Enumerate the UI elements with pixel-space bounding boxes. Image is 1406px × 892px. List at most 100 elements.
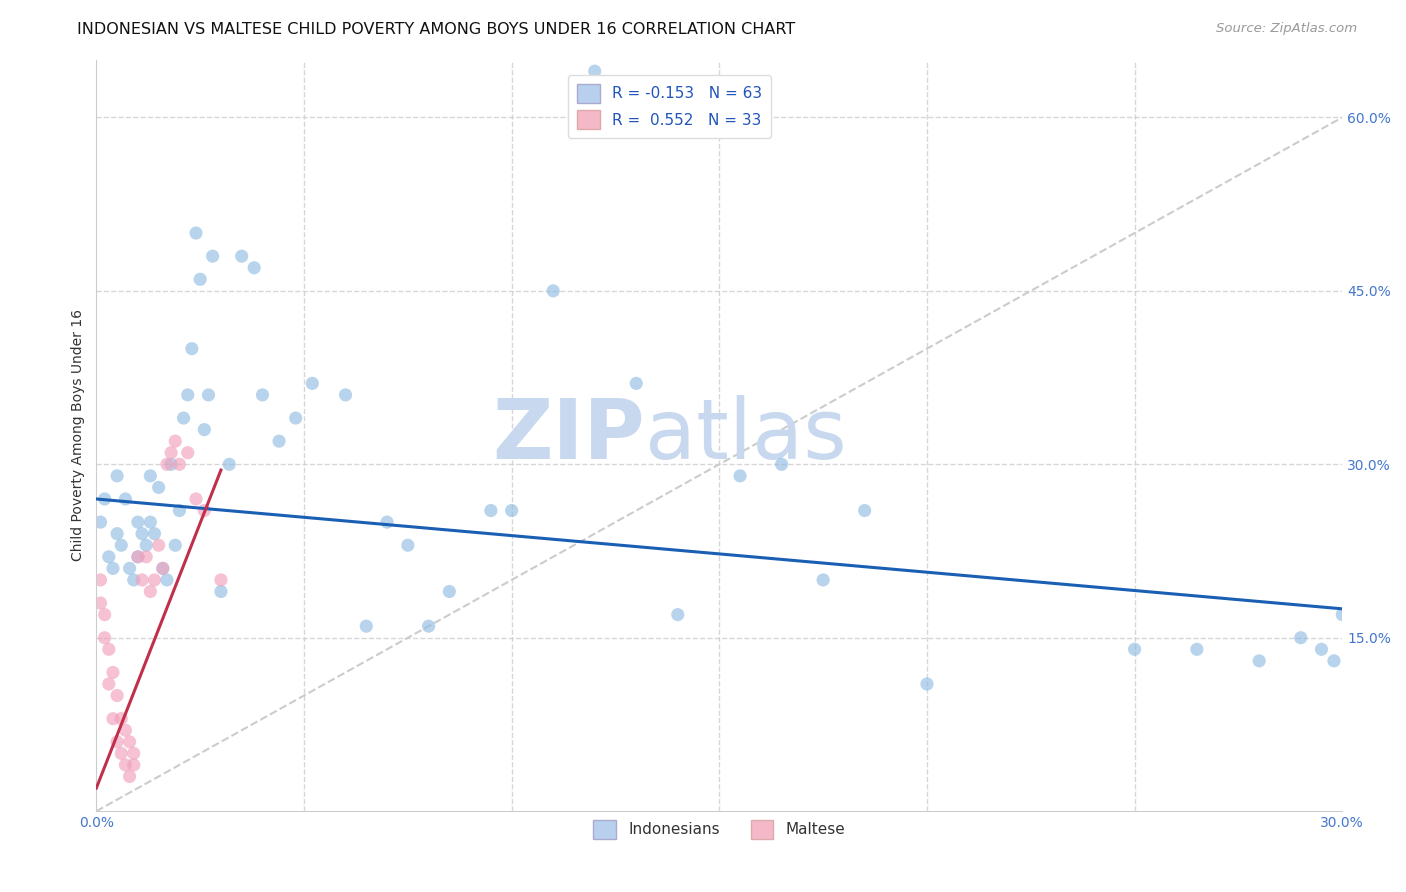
Point bbox=[89, 573, 111, 587]
Point bbox=[252, 388, 274, 402]
Point bbox=[169, 503, 191, 517]
Point bbox=[284, 411, 307, 425]
Point bbox=[127, 549, 149, 564]
Point bbox=[135, 538, 157, 552]
Point bbox=[148, 538, 170, 552]
Point bbox=[105, 735, 128, 749]
Point bbox=[101, 665, 124, 680]
Point bbox=[139, 515, 162, 529]
Point bbox=[180, 342, 202, 356]
Point bbox=[110, 538, 132, 552]
Point bbox=[131, 573, 153, 587]
Point bbox=[1185, 642, 1208, 657]
Point bbox=[915, 677, 938, 691]
Point bbox=[122, 573, 145, 587]
Point bbox=[439, 584, 461, 599]
Point bbox=[1249, 654, 1271, 668]
Point bbox=[396, 538, 419, 552]
Point bbox=[160, 458, 183, 472]
Point bbox=[335, 388, 357, 402]
Point bbox=[110, 712, 132, 726]
Text: Source: ZipAtlas.com: Source: ZipAtlas.com bbox=[1216, 22, 1357, 36]
Point bbox=[193, 423, 215, 437]
Point bbox=[122, 747, 145, 761]
Point bbox=[770, 458, 793, 472]
Point bbox=[173, 411, 195, 425]
Point bbox=[197, 388, 219, 402]
Point bbox=[184, 491, 207, 506]
Point bbox=[156, 573, 179, 587]
Text: atlas: atlas bbox=[644, 395, 846, 476]
Point bbox=[156, 458, 179, 472]
Point bbox=[118, 770, 141, 784]
Point bbox=[177, 388, 200, 402]
Point bbox=[193, 503, 215, 517]
Point bbox=[666, 607, 689, 622]
Point bbox=[165, 538, 187, 552]
Point bbox=[152, 561, 174, 575]
Point bbox=[541, 284, 564, 298]
Point bbox=[169, 458, 191, 472]
Point bbox=[118, 735, 141, 749]
Point bbox=[105, 468, 128, 483]
Point bbox=[418, 619, 440, 633]
Point bbox=[127, 549, 149, 564]
Point bbox=[143, 526, 166, 541]
Point bbox=[114, 723, 136, 738]
Point bbox=[501, 503, 523, 517]
Point bbox=[139, 468, 162, 483]
Point bbox=[188, 272, 211, 286]
Point bbox=[209, 573, 232, 587]
Point bbox=[184, 226, 207, 240]
Point bbox=[1323, 654, 1346, 668]
Point bbox=[479, 503, 502, 517]
Point bbox=[101, 712, 124, 726]
Point bbox=[93, 607, 115, 622]
Point bbox=[1123, 642, 1146, 657]
Point bbox=[209, 584, 232, 599]
Point bbox=[728, 468, 751, 483]
Point bbox=[1331, 607, 1354, 622]
Point bbox=[356, 619, 378, 633]
Point bbox=[127, 515, 149, 529]
Point bbox=[118, 561, 141, 575]
Point bbox=[143, 573, 166, 587]
Point bbox=[1310, 642, 1333, 657]
Point bbox=[93, 491, 115, 506]
Point bbox=[135, 549, 157, 564]
Point bbox=[375, 515, 398, 529]
Point bbox=[131, 526, 153, 541]
Point bbox=[267, 434, 290, 449]
Point bbox=[218, 458, 240, 472]
Point bbox=[122, 758, 145, 772]
Point bbox=[626, 376, 648, 391]
Point bbox=[105, 526, 128, 541]
Point bbox=[89, 596, 111, 610]
Point bbox=[110, 747, 132, 761]
Legend: Indonesians, Maltese: Indonesians, Maltese bbox=[588, 814, 852, 845]
Point bbox=[811, 573, 834, 587]
Point bbox=[231, 249, 253, 263]
Point bbox=[201, 249, 224, 263]
Y-axis label: Child Poverty Among Boys Under 16: Child Poverty Among Boys Under 16 bbox=[72, 310, 86, 561]
Text: ZIP: ZIP bbox=[492, 395, 644, 476]
Point bbox=[97, 677, 120, 691]
Point bbox=[139, 584, 162, 599]
Point bbox=[93, 631, 115, 645]
Text: INDONESIAN VS MALTESE CHILD POVERTY AMONG BOYS UNDER 16 CORRELATION CHART: INDONESIAN VS MALTESE CHILD POVERTY AMON… bbox=[77, 22, 796, 37]
Point bbox=[114, 491, 136, 506]
Point bbox=[101, 561, 124, 575]
Point bbox=[114, 758, 136, 772]
Point bbox=[853, 503, 876, 517]
Point bbox=[97, 549, 120, 564]
Point bbox=[165, 434, 187, 449]
Point bbox=[148, 480, 170, 494]
Point bbox=[89, 515, 111, 529]
Point bbox=[160, 446, 183, 460]
Point bbox=[152, 561, 174, 575]
Point bbox=[1289, 631, 1312, 645]
Point bbox=[301, 376, 323, 391]
Point bbox=[177, 446, 200, 460]
Point bbox=[243, 260, 266, 275]
Point bbox=[97, 642, 120, 657]
